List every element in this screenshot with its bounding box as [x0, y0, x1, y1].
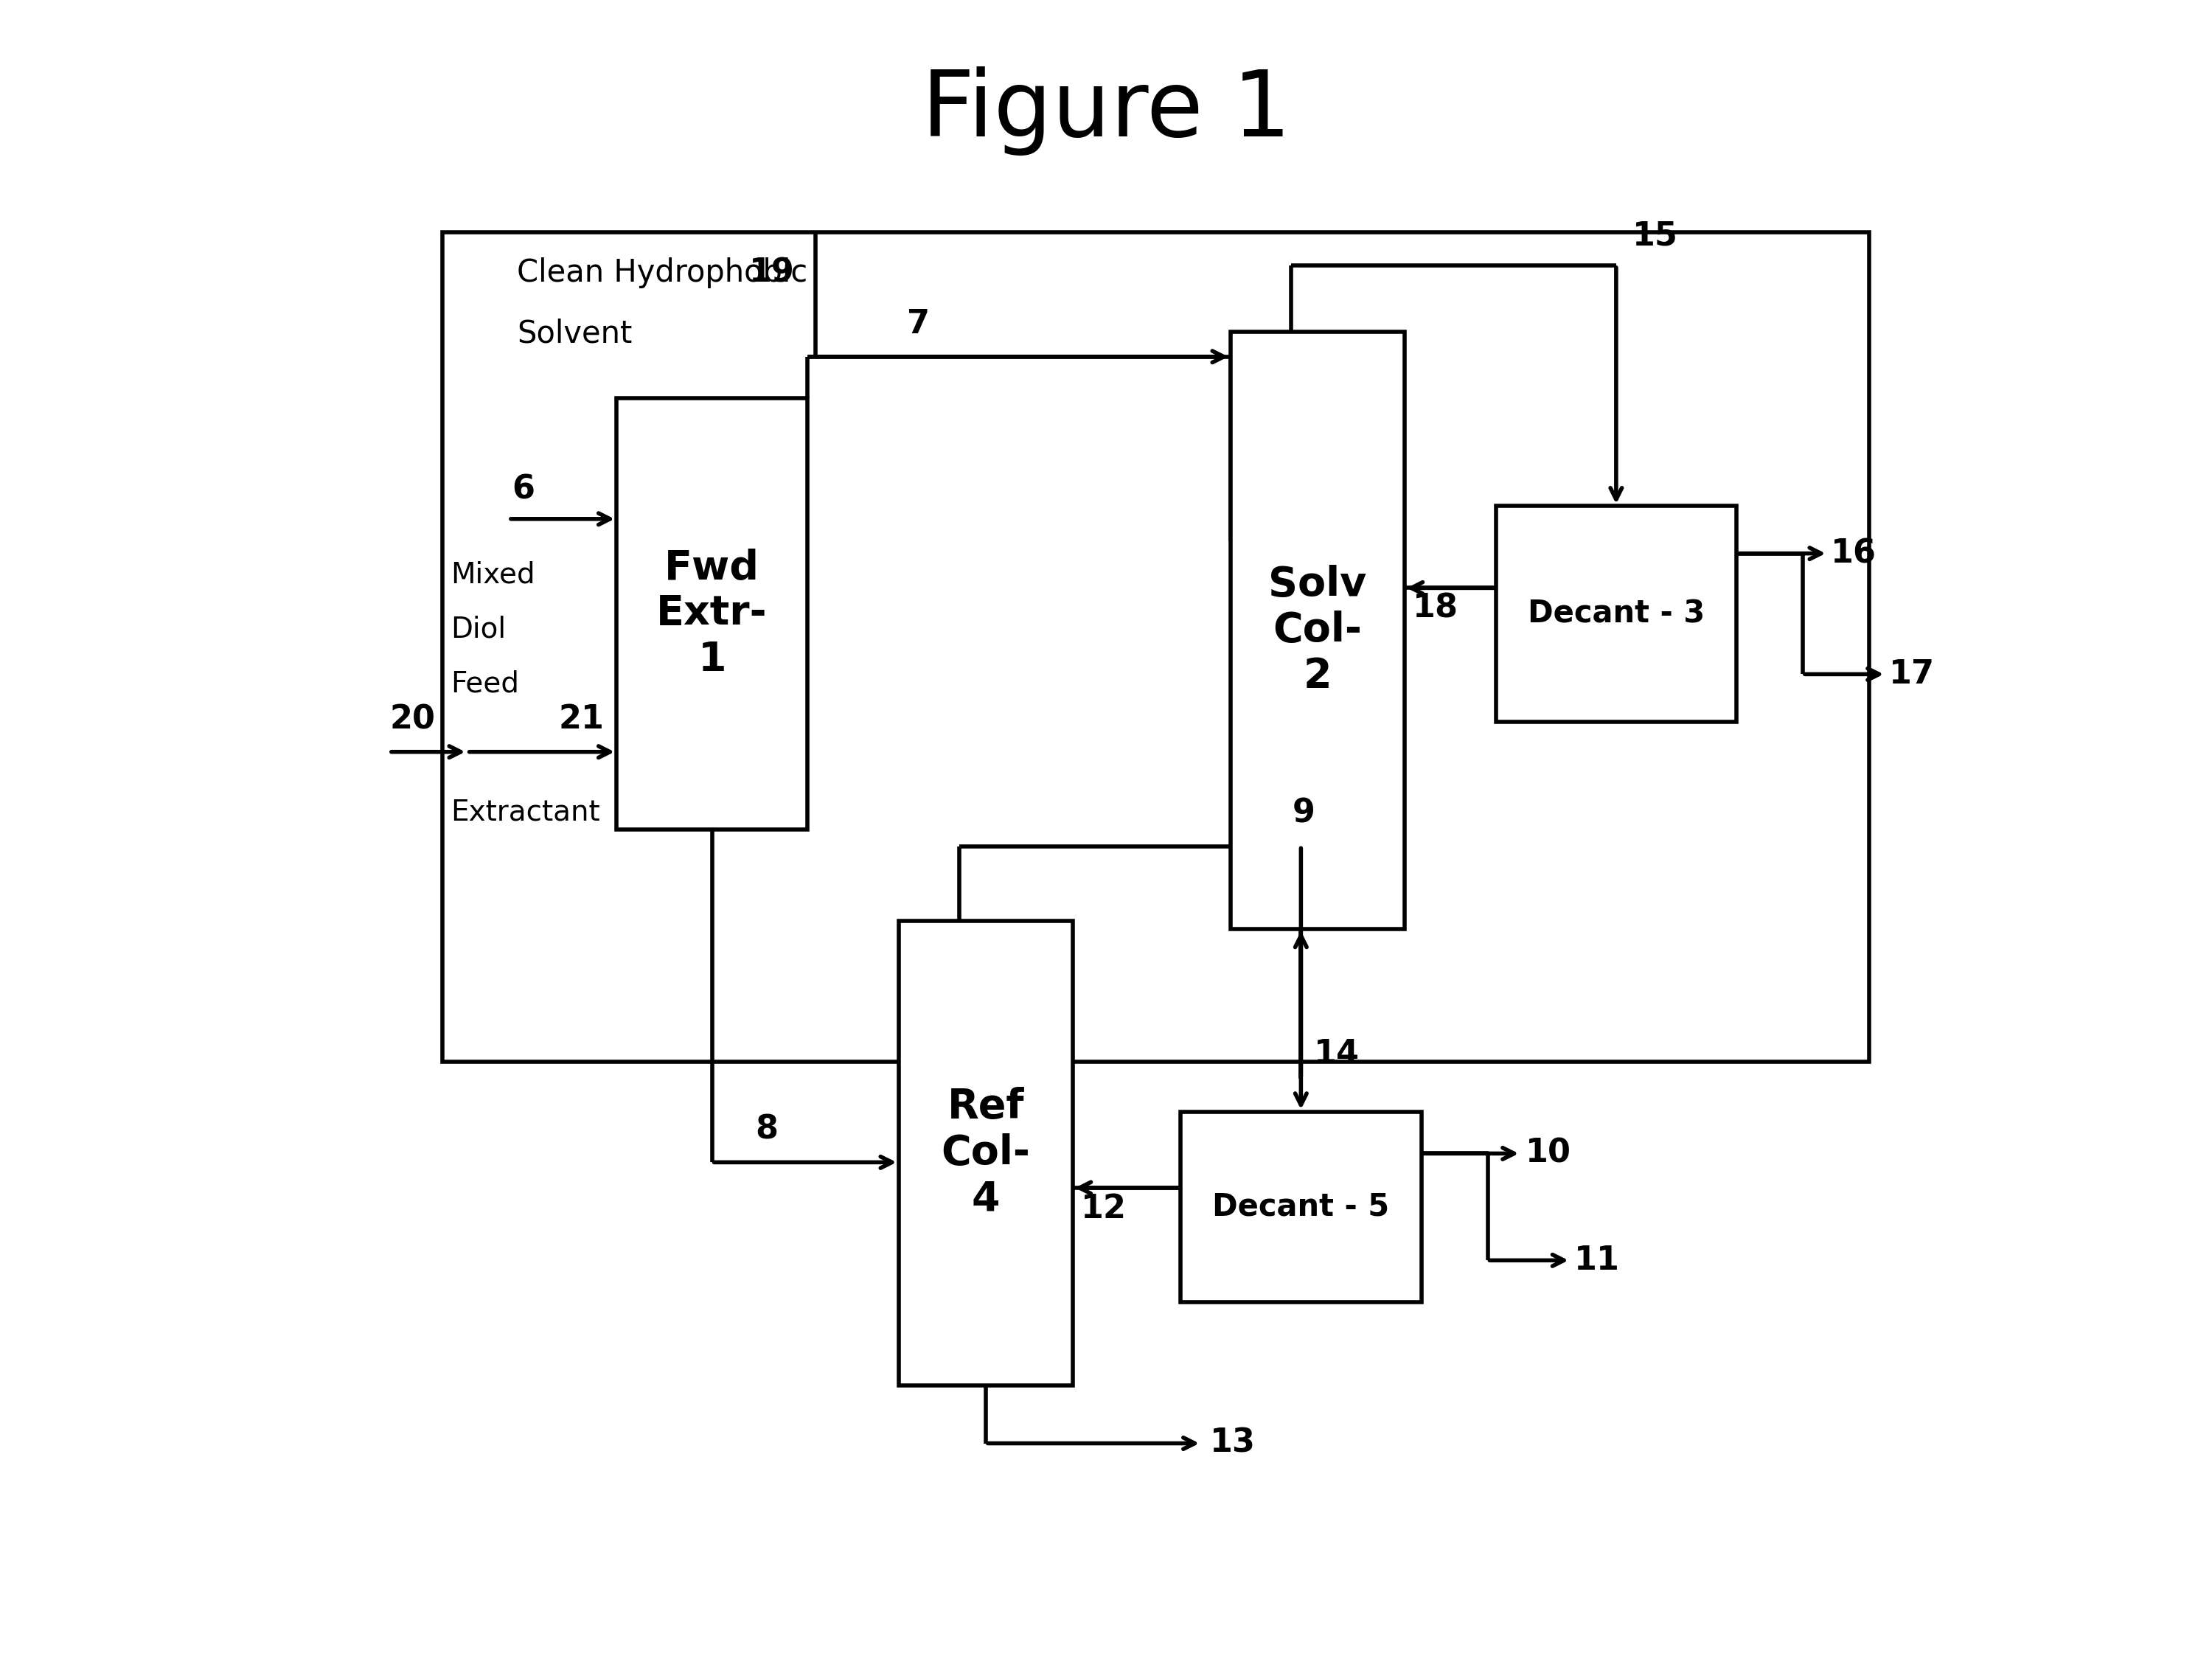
Text: Figure 1: Figure 1: [920, 66, 1292, 156]
Text: 6: 6: [511, 474, 535, 506]
Text: Clean Hydrophobic: Clean Hydrophobic: [518, 257, 827, 289]
Bar: [617, 398, 807, 830]
Text: 10: 10: [1526, 1138, 1571, 1170]
Text: 8: 8: [757, 1113, 779, 1146]
Text: Decant - 3: Decant - 3: [1528, 599, 1705, 629]
Text: 17: 17: [1889, 659, 1935, 690]
Bar: [1181, 1112, 1420, 1302]
Text: Solv
Col-
2: Solv Col- 2: [1267, 564, 1367, 697]
Bar: [442, 232, 1869, 1062]
Text: Mixed: Mixed: [451, 561, 535, 589]
Bar: [1495, 506, 1736, 722]
Text: 14: 14: [1314, 1039, 1360, 1070]
Text: Fwd
Extr-
1: Fwd Extr- 1: [657, 547, 768, 680]
Bar: [898, 921, 1073, 1385]
Text: 15: 15: [1632, 221, 1679, 252]
Text: Decant - 5: Decant - 5: [1212, 1191, 1389, 1223]
Bar: [1230, 332, 1405, 929]
Text: Solvent: Solvent: [518, 319, 633, 350]
Text: 7: 7: [907, 309, 929, 340]
Text: Diol: Diol: [451, 615, 507, 644]
Text: 21: 21: [557, 703, 604, 735]
Text: 16: 16: [1832, 538, 1876, 569]
Text: 20: 20: [389, 703, 436, 735]
Text: 9: 9: [1292, 798, 1316, 830]
Text: 19: 19: [750, 257, 794, 289]
Text: Extractant: Extractant: [451, 798, 599, 826]
Text: 11: 11: [1575, 1244, 1619, 1276]
Text: Ref
Col-
4: Ref Col- 4: [940, 1087, 1031, 1219]
Text: Feed: Feed: [451, 670, 520, 698]
Text: 13: 13: [1210, 1427, 1256, 1460]
Text: 12: 12: [1082, 1193, 1126, 1224]
Text: 18: 18: [1413, 592, 1458, 624]
